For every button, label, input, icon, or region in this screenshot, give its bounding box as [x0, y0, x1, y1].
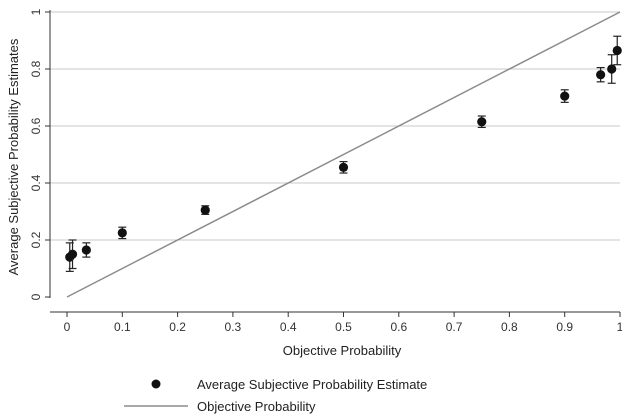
x-tick-label-2: 0.2: [169, 320, 186, 334]
x-tick-label-1: 0.1: [114, 320, 131, 334]
y-tick-label-2: 0.4: [29, 174, 43, 191]
x-tick-label-5: 0.5: [335, 320, 352, 334]
data-point-7: [560, 89, 570, 103]
point-marker: [560, 91, 570, 101]
x-tick-label-3: 0.3: [225, 320, 242, 334]
legend-label-line: Objective Probability: [197, 399, 316, 414]
data-point-3: [117, 226, 127, 240]
x-tick-label-6: 0.6: [390, 320, 407, 334]
x-tick-label-9: 0.9: [556, 320, 573, 334]
axes: 0 0.2 0.4 0.6 0.8 1 0 0.1 0.2 0.3 0.4 0.5 0.6 0.7 0.8 0…: [29, 8, 622, 334]
data-points-layer: [65, 35, 622, 272]
data-point-10: [612, 35, 622, 66]
x-tick-label-4: 0.4: [280, 320, 297, 334]
point-marker: [200, 205, 210, 215]
point-marker: [81, 245, 91, 255]
legend-marker-points: [151, 379, 161, 389]
y-tick-label-5: 1: [29, 8, 43, 15]
x-axis-title: Objective Probability: [283, 343, 402, 358]
data-point-2: [81, 242, 91, 258]
y-tick-label-4: 0.8: [29, 60, 43, 77]
x-tick-label-7: 0.7: [446, 320, 463, 334]
y-axis-title: Average Subjective Probability Estimates: [6, 38, 21, 275]
identity-line-layer: [66, 11, 621, 298]
data-point-5: [338, 161, 349, 174]
data-point-1: [67, 239, 78, 270]
point-marker: [612, 45, 622, 56]
x-tick-label-8: 0.8: [501, 320, 518, 334]
point-marker: [596, 70, 606, 80]
data-point-6: [477, 115, 487, 129]
point-marker: [607, 64, 617, 74]
legend-label-points: Average Subjective Probability Estimate: [197, 377, 427, 392]
data-point-4: [200, 205, 210, 215]
y-tick-label-0: 0: [29, 293, 43, 300]
data-point-8: [596, 66, 606, 83]
y-tick-label-1: 0.2: [29, 231, 43, 248]
point-marker: [117, 228, 127, 238]
point-marker: [67, 249, 78, 259]
data-point-9: [607, 54, 617, 84]
point-marker: [338, 162, 349, 172]
objective-probability-line: [66, 11, 621, 298]
legend: Average Subjective Probability Estimate …: [124, 377, 427, 414]
grid-lines: [50, 11, 620, 241]
point-marker: [477, 117, 487, 127]
y-tick-label-3: 0.6: [29, 117, 43, 134]
x-tick-label-10: 1: [617, 320, 622, 334]
x-tick-label-0: 0: [64, 320, 71, 334]
